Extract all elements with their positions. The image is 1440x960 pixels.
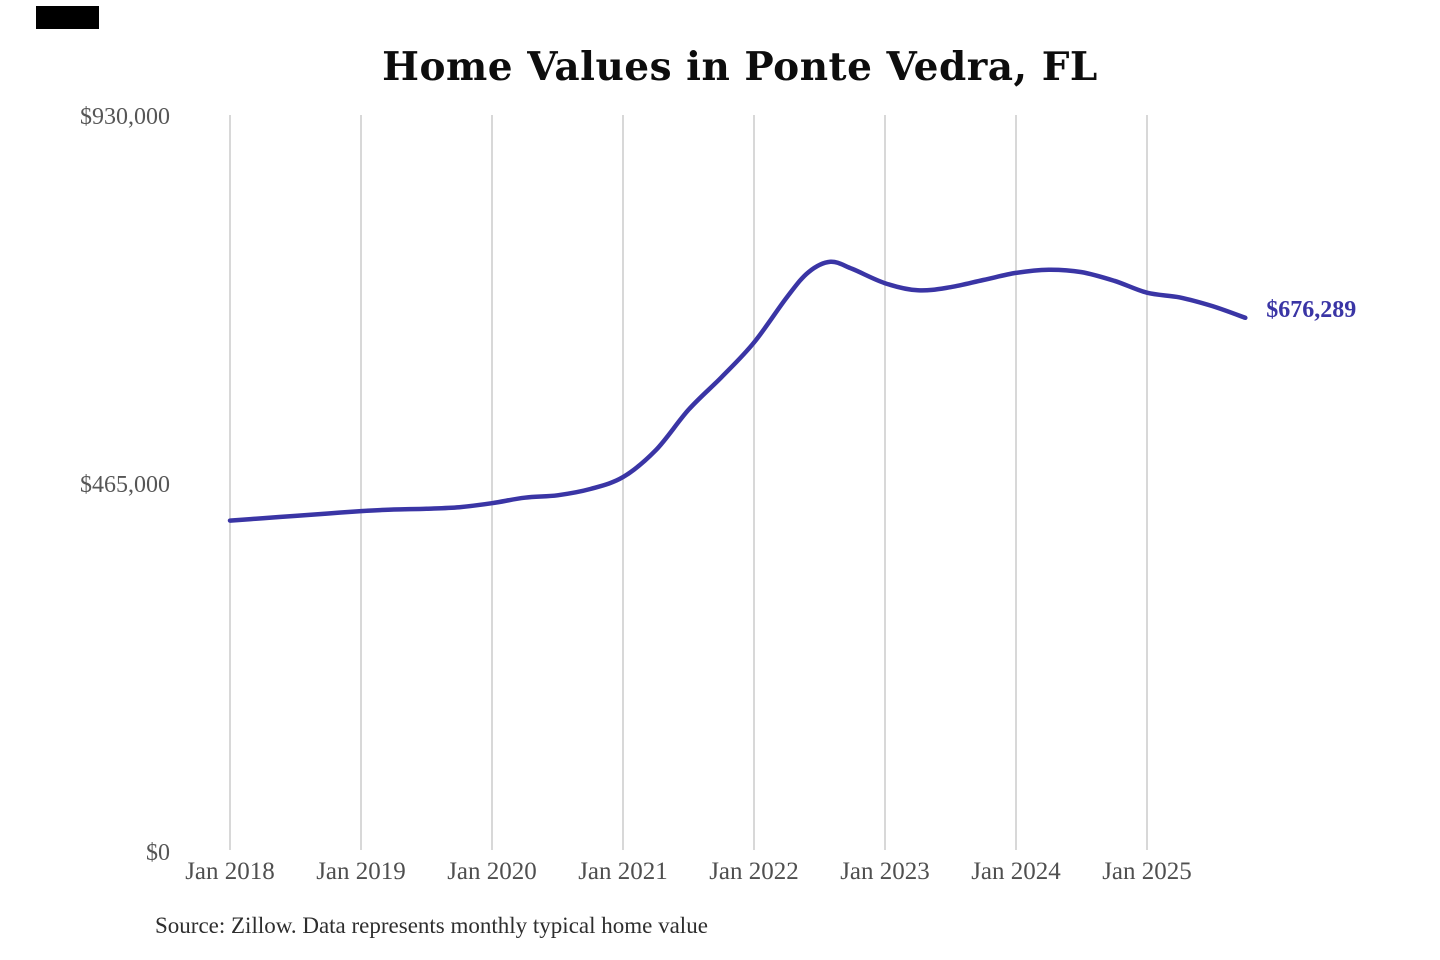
current-value-label: $676,289 — [1266, 296, 1357, 323]
x-tick-label: Jan 2019 — [316, 858, 406, 885]
x-tick-label: Jan 2023 — [840, 858, 930, 885]
home-value-line — [227, 259, 1248, 523]
y-tick-label: $465,000 — [80, 472, 170, 498]
chart-title: Home Values in Ponte Vedra, FL — [382, 44, 1098, 90]
y-tick-label: $930,000 — [80, 104, 170, 130]
redaction-mark — [36, 6, 99, 29]
y-tick-label: $0 — [146, 840, 170, 866]
x-tick-label: Jan 2020 — [447, 858, 537, 885]
source-note: Source: Zillow. Data represents monthly … — [155, 913, 708, 938]
x-tick-label: Jan 2018 — [185, 858, 275, 885]
x-tick-label: Jan 2025 — [1102, 858, 1192, 885]
x-tick-label: Jan 2024 — [971, 858, 1061, 885]
x-tick-label: Jan 2022 — [709, 858, 799, 885]
x-tick-label: Jan 2021 — [578, 858, 668, 885]
